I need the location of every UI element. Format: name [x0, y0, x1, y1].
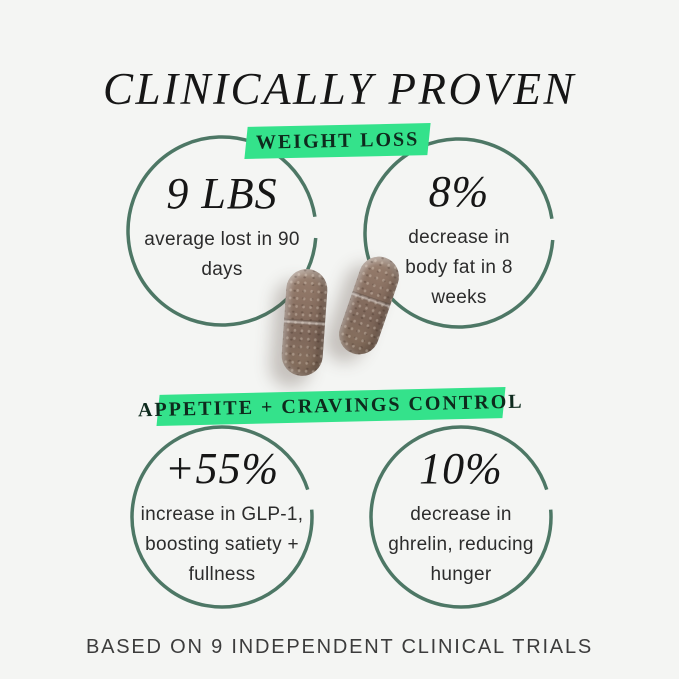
stat-description: average lost in 90 days — [144, 228, 300, 280]
stat-ring-glp1 — [130, 425, 314, 609]
stat-value: 10% — [419, 444, 503, 494]
capsule-image-left — [280, 267, 329, 378]
stat-ghrelin-decrease: 10% decrease in ghrelin, reducing hunger — [385, 444, 537, 590]
stat-ring-ghrelin — [369, 425, 553, 609]
stat-weight-lost: 9 LBS average lost in 90 days — [141, 169, 303, 285]
page-title: CLINICALLY PROVEN — [103, 64, 576, 115]
stat-ring-body-fat — [363, 137, 555, 329]
stat-description: decrease in ghrelin, reducing hunger — [388, 503, 534, 585]
banner-label: APPETITE + CRAVINGS CONTROL — [137, 390, 525, 422]
stat-value: 9 LBS — [166, 169, 278, 219]
stat-description: decrease in body fat in 8 weeks — [405, 226, 513, 308]
banner-appetite-cravings-control: APPETITE + CRAVINGS CONTROL — [138, 387, 524, 426]
banner-weight-loss: WEIGHT LOSS — [244, 123, 431, 159]
capsule-seam — [283, 318, 326, 327]
footer-text: BASED ON 9 INDEPENDENT CLINICAL TRIALS — [85, 636, 594, 658]
stat-value: +55% — [164, 444, 280, 494]
stat-glp1-increase: +55% increase in GLP-1, boosting satiety… — [134, 444, 310, 590]
stat-ring-weight-lbs — [126, 135, 318, 327]
banner-label: WEIGHT LOSS — [255, 127, 420, 154]
stat-value: 8% — [428, 167, 490, 217]
capsule-seam — [351, 291, 391, 310]
stat-description: increase in GLP-1, boosting satiety + fu… — [140, 503, 304, 585]
stat-body-fat: 8% decrease in body fat in 8 weeks — [393, 167, 525, 313]
